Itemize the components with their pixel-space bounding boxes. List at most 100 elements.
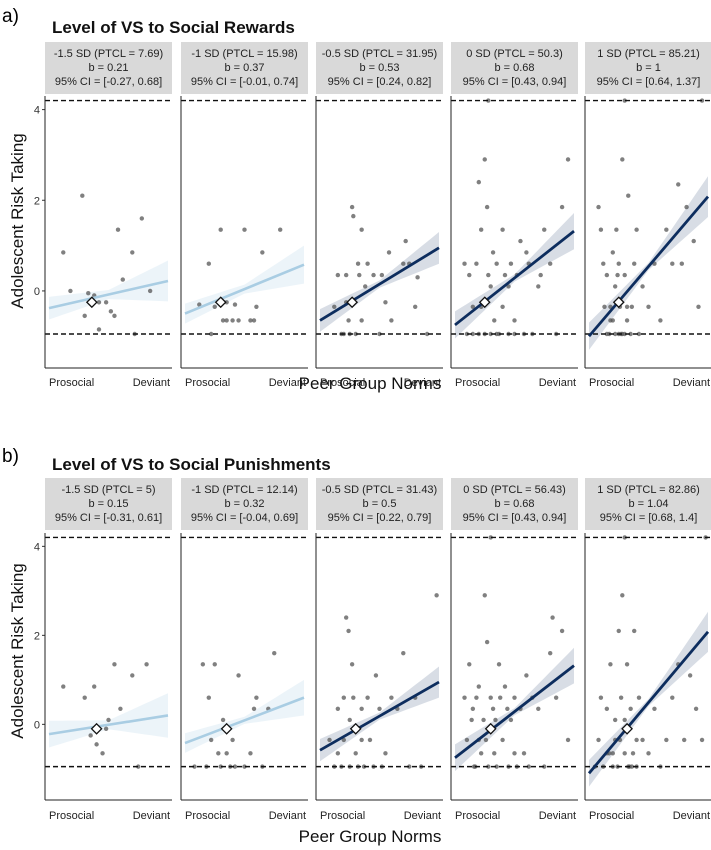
facet-header-line: b = 0.68 [494, 498, 534, 510]
data-point [500, 304, 505, 309]
data-point [518, 238, 523, 244]
data-point [383, 751, 388, 756]
data-point [624, 318, 630, 323]
panel-a-x-axis-label: Peer Group Norms [299, 374, 442, 393]
data-point [86, 291, 91, 296]
data-point [548, 261, 553, 266]
data-point [251, 706, 257, 711]
data-point [508, 717, 514, 723]
data-point [596, 204, 601, 210]
data-point [212, 662, 217, 667]
data-point [147, 288, 153, 294]
data-point [620, 157, 625, 162]
data-point [538, 272, 543, 278]
facet-header-line: b = 0.68 [494, 62, 534, 74]
data-point [604, 272, 610, 278]
data-point [343, 615, 349, 620]
data-point [488, 695, 493, 700]
data-point [106, 717, 111, 723]
data-point [389, 695, 394, 700]
data-point [359, 737, 364, 743]
data-point [357, 272, 362, 278]
data-point [691, 238, 696, 244]
data-point [377, 331, 382, 337]
data-point [620, 593, 625, 598]
data-point [118, 706, 123, 711]
data-point [684, 204, 689, 210]
x-tick-label: Prosocial [49, 377, 94, 389]
confidence-band [320, 232, 439, 332]
data-point [634, 227, 639, 232]
data-point [103, 726, 109, 731]
data-point [640, 284, 645, 289]
data-point [434, 593, 439, 598]
data-point [327, 737, 332, 743]
data-point [474, 695, 479, 700]
x-tick-label: Prosocial [49, 810, 94, 822]
data-point [622, 98, 627, 103]
facet: -0.5 SD (PTCL = 31.95) b = 0.53 95% CI = [… [315, 42, 443, 389]
panel-a-y-tick-label: 2 [34, 195, 40, 207]
data-point [365, 261, 370, 266]
data-point [242, 764, 247, 769]
x-tick-label: Deviant [133, 810, 170, 822]
data-point [363, 284, 368, 289]
data-point [492, 318, 497, 323]
data-point [598, 695, 604, 700]
data-point [693, 706, 699, 711]
data-point [103, 300, 109, 305]
data-point [120, 277, 125, 282]
facet: 1 SD (PTCL = 85.21) b = 1 95% CI = [0.64, … [584, 42, 711, 389]
facet-header-line: -0.5 SD (PTCL = 31.95) [322, 48, 437, 60]
facet-header-strip [585, 42, 711, 94]
data-point [632, 628, 637, 634]
facet-header-line: b = 1 [636, 62, 661, 74]
x-tick-label: Deviant [404, 810, 441, 822]
facet-header-line: -0.5 SD (PTCL = 31.43) [322, 484, 437, 496]
confidence-band [49, 260, 168, 320]
data-point [502, 684, 508, 689]
data-point [652, 706, 657, 711]
data-point [192, 764, 197, 769]
mean-point [349, 722, 362, 735]
data-point [536, 706, 541, 711]
data-point [365, 695, 370, 700]
data-point [96, 300, 102, 305]
data-point [467, 272, 472, 278]
data-point [494, 764, 499, 769]
x-tick-label: Prosocial [455, 377, 500, 389]
data-point [602, 304, 607, 309]
data-point [130, 250, 135, 255]
data-point [624, 662, 630, 667]
x-tick-label: Prosocial [185, 810, 230, 822]
data-point [248, 751, 253, 756]
data-point [347, 717, 352, 723]
data-point [462, 261, 467, 266]
data-point [260, 250, 265, 255]
confidence-band [185, 679, 304, 753]
data-point [236, 318, 241, 323]
data-point [482, 593, 487, 598]
data-point [206, 261, 211, 266]
data-point [699, 737, 705, 743]
data-point [512, 695, 517, 700]
data-point [494, 331, 499, 337]
facet-header-line: 95% CI = [0.43, 0.94] [463, 76, 567, 88]
data-point [80, 193, 85, 198]
data-point [96, 327, 102, 332]
data-point [379, 272, 385, 278]
facet: 0 SD (PTCL = 50.3) b = 0.68 95% CI = [0.43… [450, 42, 578, 389]
mean-point [220, 722, 233, 735]
data-point [248, 318, 253, 323]
data-point [699, 98, 705, 103]
data-point [664, 737, 669, 743]
confidence-band [589, 176, 708, 350]
data-point [251, 318, 257, 323]
regression-line [319, 680, 440, 752]
data-point [500, 227, 505, 232]
panel-a-y-axis-label: Adolescent Risk Taking [8, 133, 27, 308]
data-point [500, 737, 505, 743]
facet-header-line: -1.5 SD (PTCL = 7.69) [54, 48, 163, 60]
data-point [616, 261, 621, 266]
